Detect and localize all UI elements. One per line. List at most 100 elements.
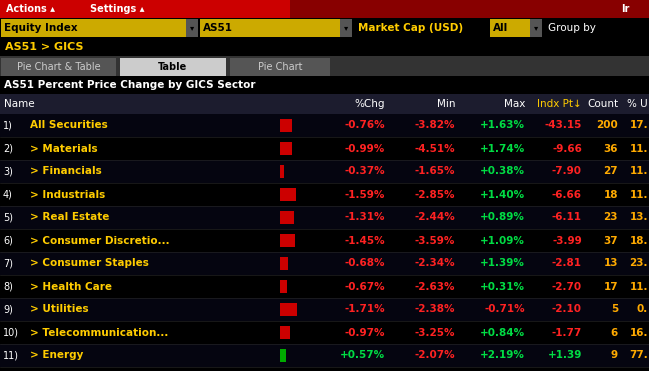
Text: AS51 Percent Price Change by GICS Sector: AS51 Percent Price Change by GICS Sector (4, 80, 256, 90)
Text: -1.45%: -1.45% (345, 236, 385, 246)
Text: 18.: 18. (630, 236, 648, 246)
Text: 11.: 11. (630, 282, 648, 292)
Text: 11.: 11. (630, 144, 648, 154)
Bar (490, 19, 530, 37)
Text: 23.: 23. (630, 259, 648, 269)
Text: -4.51%: -4.51% (414, 144, 455, 154)
Bar (0, 321, 649, 344)
Text: 200: 200 (596, 121, 618, 131)
Bar (340, 19, 352, 37)
Bar (280, 326, 290, 339)
Text: +1.09%: +1.09% (480, 236, 525, 246)
Bar (0, 76, 649, 94)
Text: > Telecommunication...: > Telecommunication... (30, 328, 168, 338)
Text: 8): 8) (3, 282, 13, 292)
Text: +0.89%: +0.89% (480, 213, 525, 223)
Text: Group by: Group by (548, 23, 596, 33)
Bar (230, 58, 330, 76)
Text: 2): 2) (3, 144, 13, 154)
Text: 77.: 77. (630, 351, 648, 361)
Bar (0, 94, 649, 114)
Text: 9): 9) (3, 305, 13, 315)
Bar (1, 58, 116, 76)
Text: > Utilities: > Utilities (30, 305, 89, 315)
Text: > Industrials: > Industrials (30, 190, 105, 200)
Text: Actions ▴: Actions ▴ (6, 4, 55, 14)
Text: +1.40%: +1.40% (480, 190, 525, 200)
Text: -6.66: -6.66 (552, 190, 582, 200)
Text: Name: Name (4, 99, 34, 109)
Text: -2.34%: -2.34% (414, 259, 455, 269)
Text: > Energy: > Energy (30, 351, 83, 361)
Text: -0.67%: -0.67% (345, 282, 385, 292)
Bar (0, 114, 649, 137)
Text: -1.59%: -1.59% (345, 190, 385, 200)
Text: -3.59%: -3.59% (415, 236, 455, 246)
Text: -2.38%: -2.38% (415, 305, 455, 315)
Text: +0.38%: +0.38% (480, 167, 525, 177)
Text: ▾: ▾ (344, 23, 348, 33)
Text: > Financials: > Financials (30, 167, 102, 177)
Text: -2.81: -2.81 (552, 259, 582, 269)
Text: 17.: 17. (630, 121, 648, 131)
Text: 9: 9 (611, 351, 618, 361)
Text: 13.: 13. (630, 213, 648, 223)
Bar (280, 142, 292, 155)
Text: > Consumer Staples: > Consumer Staples (30, 259, 149, 269)
Bar (280, 257, 288, 270)
Text: Equity Index: Equity Index (4, 23, 78, 33)
Text: -3.25%: -3.25% (415, 328, 455, 338)
Bar (0, 367, 649, 371)
Text: 4): 4) (3, 190, 13, 200)
Text: +1.39%: +1.39% (480, 259, 525, 269)
Text: ▾: ▾ (190, 23, 194, 33)
Text: -2.10: -2.10 (552, 305, 582, 315)
Bar (0, 56, 649, 76)
Bar (0, 298, 649, 321)
Text: -9.66: -9.66 (552, 144, 582, 154)
Bar (0, 275, 649, 298)
Bar (280, 165, 284, 178)
Text: > Materials: > Materials (30, 144, 97, 154)
Bar (280, 349, 286, 362)
Text: -2.70: -2.70 (552, 282, 582, 292)
Text: Market Cap (USD): Market Cap (USD) (358, 23, 463, 33)
Bar (1, 19, 186, 37)
Text: 36: 36 (604, 144, 618, 154)
Bar (280, 234, 295, 247)
Text: ▾: ▾ (534, 23, 538, 33)
Text: 11.: 11. (630, 190, 648, 200)
Text: -7.90: -7.90 (552, 167, 582, 177)
Text: Pie Chart: Pie Chart (258, 62, 302, 72)
Text: Indx Pt↓: Indx Pt↓ (537, 99, 582, 109)
Text: 6): 6) (3, 236, 13, 246)
Bar (530, 19, 542, 37)
Text: %Chg: %Chg (354, 99, 385, 109)
Text: Pie Chart & Table: Pie Chart & Table (17, 62, 101, 72)
Text: Count: Count (587, 99, 618, 109)
Text: All: All (493, 23, 508, 33)
Text: +0.57%: +0.57% (340, 351, 385, 361)
Text: 11): 11) (3, 351, 19, 361)
Bar (280, 280, 287, 293)
Text: +0.31%: +0.31% (480, 282, 525, 292)
Text: 37: 37 (604, 236, 618, 246)
Text: % U: % U (628, 99, 648, 109)
Text: 18: 18 (604, 190, 618, 200)
Text: Settings ▴: Settings ▴ (90, 4, 145, 14)
Text: 23: 23 (604, 213, 618, 223)
Text: +2.19%: +2.19% (480, 351, 525, 361)
Bar (0, 206, 649, 229)
Text: -0.37%: -0.37% (345, 167, 385, 177)
Bar (0, 0, 290, 18)
Text: -0.76%: -0.76% (345, 121, 385, 131)
Text: +1.63%: +1.63% (480, 121, 525, 131)
Text: -3.82%: -3.82% (415, 121, 455, 131)
Text: 11.: 11. (630, 167, 648, 177)
Text: AS51: AS51 (203, 23, 233, 33)
Bar (0, 252, 649, 275)
Bar (200, 19, 340, 37)
Bar (290, 0, 649, 18)
Text: -0.68%: -0.68% (345, 259, 385, 269)
Text: Ir: Ir (620, 4, 629, 14)
